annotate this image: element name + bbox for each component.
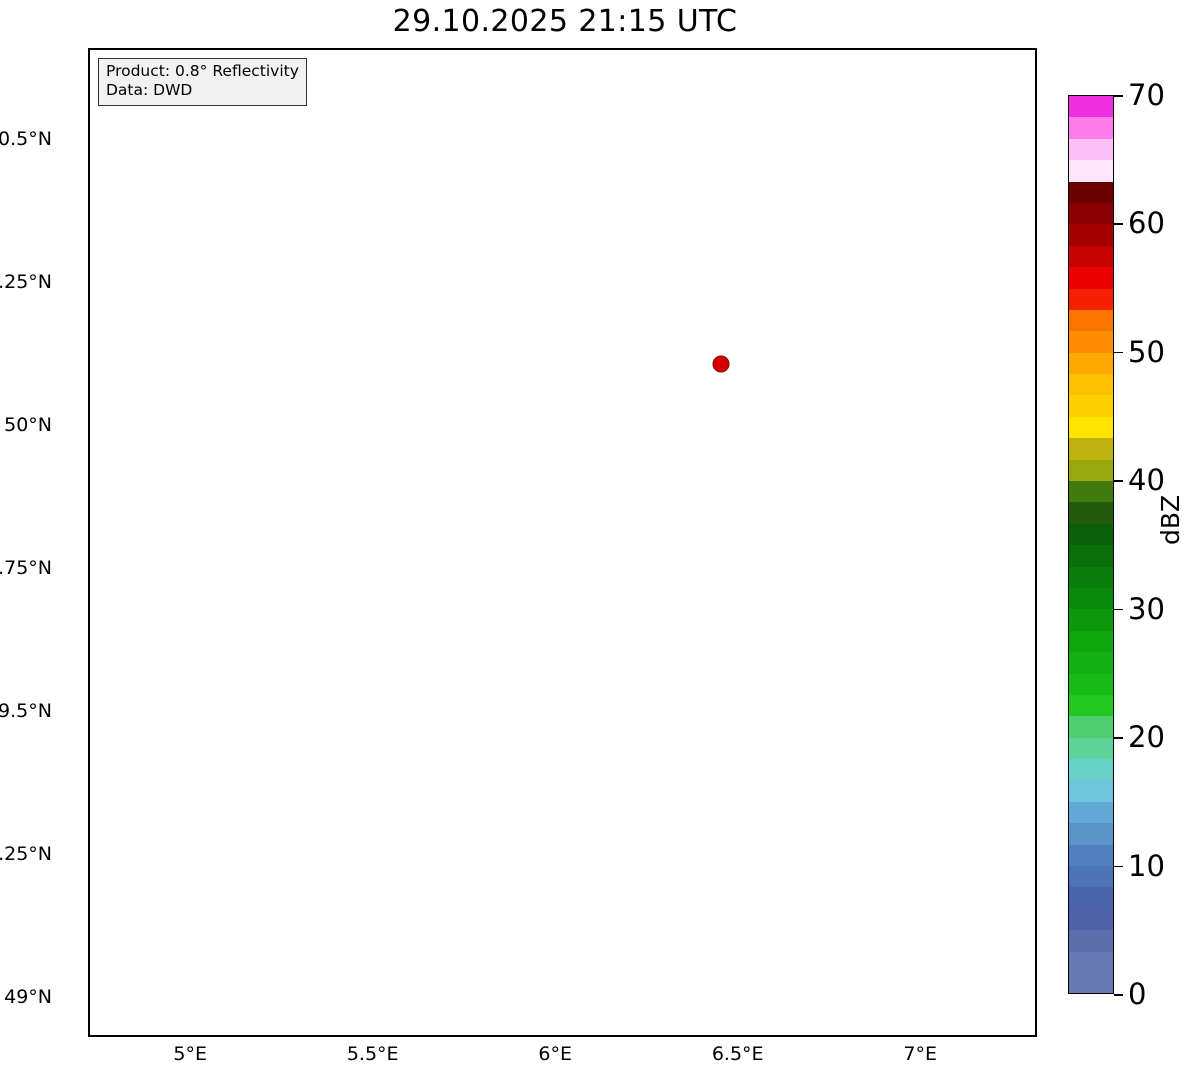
- colorbar-tick: [1114, 351, 1123, 354]
- colorbar-step: [1069, 694, 1113, 717]
- colorbar-step: [1069, 438, 1113, 460]
- colorbar-step: [1069, 844, 1113, 867]
- colorbar-tick: [1114, 608, 1123, 611]
- y-tick-label: 50.5°N: [0, 128, 52, 151]
- x-tick-label: 7°E: [903, 1043, 937, 1065]
- data-source-line: Data: DWD: [106, 81, 193, 100]
- x-tick-label: 5.5°E: [346, 1043, 399, 1065]
- colorbar-step: [1069, 267, 1113, 289]
- product-line: Product: 0.8° Reflectivity: [106, 62, 299, 80]
- colorbar-tick-label: 10: [1128, 848, 1165, 883]
- colorbar-step: [1069, 887, 1113, 909]
- colorbar-step: [1069, 309, 1113, 332]
- radar-plot-area[interactable]: Product: 0.8° Reflectivity Data: DWD: [88, 48, 1037, 1037]
- x-tick-label: 6.5°E: [711, 1043, 764, 1065]
- x-tick-label: 6°E: [538, 1043, 572, 1065]
- colorbar-step: [1069, 780, 1113, 802]
- colorbar-tick: [1114, 480, 1123, 482]
- colorbar-step: [1069, 716, 1113, 738]
- colorbar-tick-label: 30: [1128, 591, 1165, 626]
- colorbar-tick-label: 0: [1128, 977, 1147, 1011]
- colorbar-step: [1069, 737, 1113, 760]
- colorbar-tick-label: 50: [1128, 334, 1165, 369]
- colorbar-tick: [1114, 737, 1123, 739]
- colorbar-step: [1069, 951, 1113, 974]
- colorbar-tick: [1114, 865, 1123, 868]
- colorbar-step: [1069, 545, 1113, 567]
- radar-reflectivity-field: [90, 50, 1035, 1035]
- colorbar-step: [1069, 523, 1113, 546]
- colorbar-step: [1069, 459, 1113, 482]
- colorbar-step: [1069, 202, 1113, 225]
- colorbar-tick: [1114, 95, 1123, 97]
- colorbar-tick-label: 40: [1128, 463, 1165, 498]
- y-tick-label: 50.25°N: [0, 271, 52, 294]
- colorbar-step: [1069, 181, 1113, 203]
- colorbar-step: [1069, 288, 1113, 310]
- colorbar-step: [1069, 930, 1113, 952]
- colorbar-step: [1069, 566, 1113, 588]
- y-tick-label: 49.25°N: [0, 843, 52, 866]
- x-tick-label: 5°E: [173, 1043, 207, 1065]
- y-tick-label: 49°N: [4, 985, 52, 1008]
- colorbar-step: [1069, 160, 1113, 182]
- colorbar-tick-label: 60: [1128, 206, 1165, 241]
- colorbar-step: [1069, 801, 1113, 824]
- colorbar-step: [1069, 416, 1113, 439]
- colorbar-step: [1069, 245, 1113, 268]
- colorbar-step: [1069, 823, 1113, 845]
- y-tick-label: 50°N: [4, 414, 52, 437]
- colorbar-step: [1069, 374, 1113, 396]
- colorbar-step: [1069, 866, 1113, 888]
- colorbar-title: dBZ: [1156, 494, 1185, 545]
- radar-site-marker[interactable]: [712, 355, 730, 373]
- colorbar-step: [1069, 117, 1113, 139]
- colorbar-tick: [1114, 994, 1123, 996]
- colorbar-step: [1069, 224, 1113, 246]
- colorbar-tick: [1114, 223, 1123, 226]
- y-tick-label: 49.75°N: [0, 557, 52, 580]
- colorbar-step: [1069, 609, 1113, 631]
- colorbar[interactable]: 0 10 20 30 40 50 60 70: [1068, 78, 1165, 1011]
- colorbar-step: [1069, 352, 1113, 375]
- y-tick-label: 49.5°N: [0, 700, 52, 723]
- colorbar-step: [1069, 759, 1113, 781]
- colorbar-step: [1069, 502, 1113, 524]
- colorbar-step: [1069, 908, 1113, 931]
- product-info-box: Product: 0.8° Reflectivity Data: DWD: [98, 58, 307, 106]
- colorbar-step: [1069, 138, 1113, 161]
- colorbar-tick-label: 70: [1128, 78, 1165, 112]
- colorbar-step: [1069, 331, 1113, 353]
- colorbar-step: [1069, 395, 1113, 417]
- colorbar-step: [1069, 673, 1113, 695]
- colorbar-step: [1069, 630, 1113, 653]
- colorbar-step: [1069, 96, 1113, 118]
- colorbar-step: [1069, 973, 1113, 993]
- page-title: 29.10.2025 21:15 UTC: [392, 4, 738, 39]
- colorbar-gradient: [1068, 95, 1114, 994]
- colorbar-step: [1069, 652, 1113, 674]
- colorbar-step: [1069, 481, 1113, 503]
- colorbar-tick-label: 20: [1128, 720, 1165, 755]
- colorbar-step: [1069, 587, 1113, 610]
